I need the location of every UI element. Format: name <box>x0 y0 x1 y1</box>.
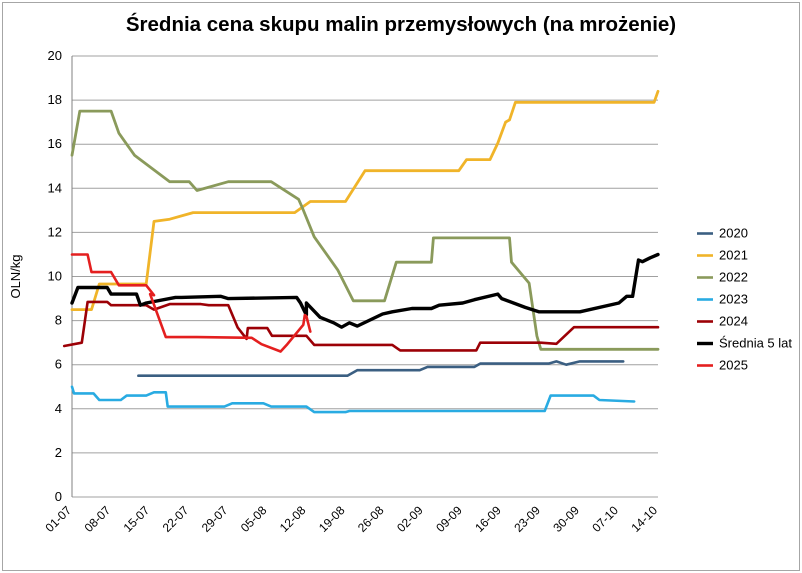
svg-text:16: 16 <box>48 136 62 151</box>
svg-text:6: 6 <box>55 357 62 372</box>
svg-text:20: 20 <box>48 48 62 63</box>
svg-text:12: 12 <box>48 224 62 239</box>
svg-text:19-08: 19-08 <box>316 503 348 535</box>
svg-text:26-08: 26-08 <box>355 503 387 535</box>
svg-text:16-09: 16-09 <box>472 503 504 535</box>
svg-text:07-10: 07-10 <box>589 503 621 535</box>
svg-text:OLN/kg: OLN/kg <box>8 254 23 298</box>
svg-text:08-07: 08-07 <box>82 503 114 535</box>
svg-text:14-10: 14-10 <box>629 503 661 535</box>
svg-text:30-09: 30-09 <box>550 503 582 535</box>
svg-text:2: 2 <box>55 445 62 460</box>
svg-text:14: 14 <box>48 180 62 195</box>
svg-text:02-09: 02-09 <box>394 503 426 535</box>
svg-text:23-09: 23-09 <box>511 503 543 535</box>
svg-text:29-07: 29-07 <box>199 503 231 535</box>
svg-text:22-07: 22-07 <box>160 503 192 535</box>
svg-text:10: 10 <box>48 269 62 284</box>
svg-text:05-08: 05-08 <box>238 503 270 535</box>
svg-text:2023: 2023 <box>719 292 748 307</box>
svg-text:12-08: 12-08 <box>277 503 309 535</box>
svg-text:2021: 2021 <box>719 248 748 263</box>
svg-text:0: 0 <box>55 489 62 504</box>
svg-text:2025: 2025 <box>719 358 748 373</box>
svg-text:2020: 2020 <box>719 226 748 241</box>
svg-text:09-09: 09-09 <box>433 503 465 535</box>
svg-text:Średnia 5 lat: Średnia 5 lat <box>719 336 792 351</box>
svg-text:18: 18 <box>48 92 62 107</box>
svg-text:15-07: 15-07 <box>121 503 153 535</box>
svg-text:01-07: 01-07 <box>43 503 75 535</box>
svg-text:4: 4 <box>55 401 62 416</box>
svg-text:2022: 2022 <box>719 270 748 285</box>
svg-text:8: 8 <box>55 313 62 328</box>
svg-text:2024: 2024 <box>719 314 748 329</box>
